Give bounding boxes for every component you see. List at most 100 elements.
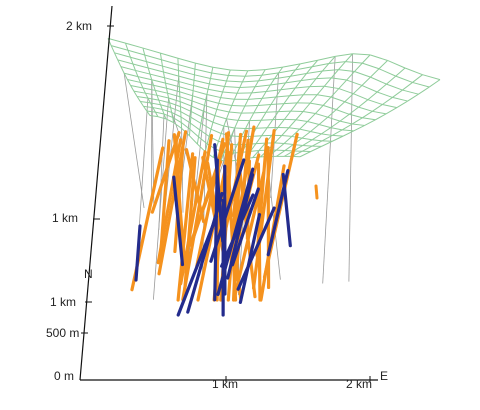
mesh-line [198, 136, 208, 145]
mesh-line [156, 94, 169, 99]
mesh-line [332, 135, 344, 142]
mesh-line [428, 79, 441, 88]
mesh-line [361, 54, 371, 64]
mesh-line [166, 87, 180, 93]
mesh-line [382, 104, 398, 109]
mesh-line [196, 136, 200, 145]
mesh-line [209, 83, 225, 87]
mesh-line [222, 91, 238, 94]
mesh-line [179, 96, 193, 102]
mesh-line [228, 105, 233, 113]
mesh-line [163, 113, 167, 120]
mesh-line [362, 117, 376, 121]
mesh-line [302, 102, 311, 112]
mesh-line [173, 122, 182, 129]
mesh-line [210, 128, 222, 134]
mesh-line [280, 82, 286, 91]
mesh-line [244, 99, 249, 107]
mesh-line [192, 100, 205, 106]
mesh-line [124, 72, 139, 78]
mesh-line [192, 90, 208, 96]
mesh-line [177, 57, 196, 64]
mesh-line [210, 122, 214, 130]
mesh-line [274, 75, 291, 80]
mesh-line [193, 85, 209, 90]
mesh-line [239, 86, 256, 88]
mesh-line [134, 70, 139, 77]
mesh-line [311, 133, 322, 141]
mesh-line [199, 123, 202, 131]
mesh-line [120, 66, 136, 71]
mesh-line [270, 82, 286, 86]
mesh-line [309, 78, 317, 87]
mesh-line [342, 129, 354, 132]
mesh-line [117, 59, 134, 65]
mesh-line [330, 69, 339, 79]
mesh-line [280, 87, 296, 91]
mesh-line [358, 99, 369, 108]
mesh-line [387, 60, 406, 69]
collar-line [123, 73, 145, 209]
mesh-line [342, 130, 355, 137]
north-tick-label-0m: 0 m [54, 369, 74, 383]
mesh-line [169, 102, 181, 108]
mesh-line [157, 116, 166, 120]
mesh-line [257, 98, 263, 106]
mesh-line [318, 124, 331, 129]
mesh-line [370, 68, 380, 78]
mesh-line [338, 69, 355, 73]
mesh-line [194, 74, 211, 80]
mesh-line [220, 125, 225, 134]
mesh-line [265, 66, 283, 71]
mesh-line [265, 104, 272, 113]
east-tick-label-2km: 2 km [346, 377, 372, 391]
mesh-line [143, 105, 153, 109]
mesh-line [137, 76, 141, 83]
mesh-line [296, 94, 304, 104]
mesh-line [107, 37, 126, 44]
mesh-line [218, 97, 222, 104]
mesh-line [110, 45, 115, 54]
mesh-line [148, 67, 164, 73]
mesh-line [150, 102, 161, 106]
mesh-line [278, 69, 296, 74]
mesh-line [310, 124, 320, 132]
mesh-line [208, 129, 212, 137]
mesh-line [142, 87, 156, 91]
mesh-line [220, 91, 224, 98]
mesh-line [338, 79, 348, 89]
mesh-line [212, 121, 224, 127]
mesh-line [300, 78, 317, 82]
mesh-line [132, 63, 136, 71]
mesh-line [385, 107, 398, 115]
mesh-line [345, 53, 354, 62]
mesh-line [274, 135, 283, 144]
mesh-line [322, 69, 339, 72]
mesh-line [127, 50, 131, 58]
mesh-line [125, 42, 129, 51]
mesh-line [199, 129, 210, 137]
mesh-line [142, 47, 161, 54]
mesh-line [158, 99, 161, 105]
mesh-line [311, 59, 319, 68]
mesh-line [162, 108, 172, 113]
mesh-line [140, 81, 154, 86]
drillhole-navy [230, 187, 260, 267]
mesh-line [171, 111, 182, 118]
mesh-line [290, 73, 307, 77]
axes: 2 km 1 km N 1 km 500 m 0 m 1 km 2 km E [46, 5, 388, 391]
mesh-line [303, 86, 311, 96]
mesh-line [261, 96, 276, 99]
mesh-line [171, 112, 174, 118]
mesh-line [226, 111, 230, 120]
mesh-line [172, 117, 175, 123]
collar-line [322, 56, 336, 284]
mesh-line [364, 119, 376, 126]
mesh-line [261, 72, 279, 76]
mesh-line [328, 61, 346, 65]
mesh-line [266, 119, 274, 129]
mesh-line [352, 123, 365, 126]
mesh-line [130, 85, 135, 92]
mesh-line [330, 96, 345, 103]
mesh-line [195, 62, 213, 68]
